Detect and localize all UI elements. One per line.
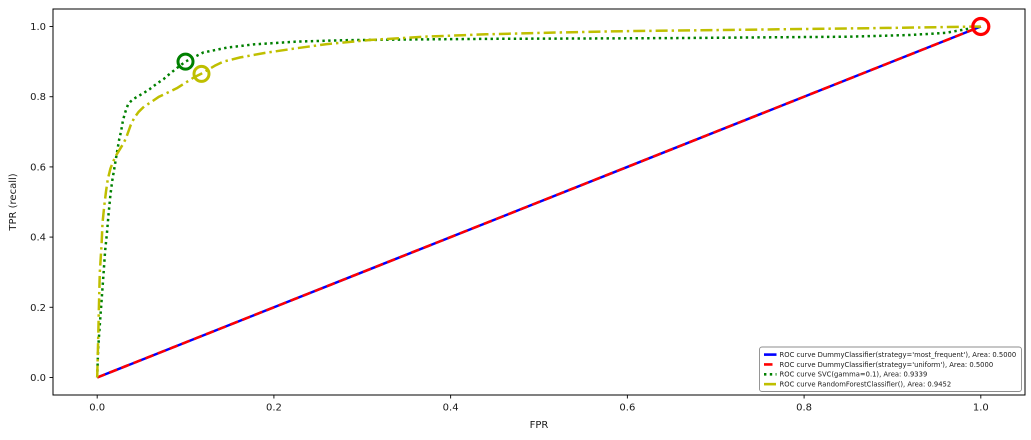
random-forest-operating-point-marker bbox=[192, 64, 211, 83]
dummy-operating-point-marker bbox=[971, 16, 991, 37]
svc-operating-point-marker bbox=[176, 52, 195, 71]
x-tick-label: 0.2 bbox=[266, 403, 282, 414]
ticks-layer: 0.0 0.2 0.4 0.6 0.8 1.0 0.0 0.2 0.4 0.6 0.8 1.0 bbox=[30, 22, 989, 413]
roc-curve-1 bbox=[96, 25, 982, 379]
x-axis-label: FPR bbox=[530, 420, 549, 431]
roc-curve-3 bbox=[95, 25, 981, 378]
legend-label-1: ROC curve DummyClassifier(strategy='unif… bbox=[780, 361, 994, 369]
y-tick-label: 0.2 bbox=[30, 303, 46, 314]
y-tick-label: 1.0 bbox=[30, 22, 46, 33]
y-axis-label: TPR (recall) bbox=[8, 173, 19, 231]
y-tick-label: 0.4 bbox=[30, 233, 46, 244]
x-tick-label: 0.0 bbox=[89, 403, 105, 414]
series-layer bbox=[95, 25, 982, 379]
y-tick-label: 0.6 bbox=[30, 162, 46, 173]
axes-frame bbox=[52, 8, 1026, 396]
x-tick-label: 0.6 bbox=[619, 403, 635, 414]
markers-layer bbox=[176, 16, 991, 83]
legend-label-2: ROC curve SVC(gamma=0.1), Area: 0.9339 bbox=[780, 371, 928, 379]
x-tick-label: 0.8 bbox=[796, 403, 812, 414]
legend-label-3: ROC curve RandomForestClassifier(), Area… bbox=[780, 381, 952, 389]
x-tick-label: 0.4 bbox=[443, 403, 459, 414]
y-tick-label: 0.8 bbox=[30, 92, 46, 103]
legend: ROC curve DummyClassifier(strategy='most… bbox=[759, 346, 1022, 392]
y-tick-label: 0.0 bbox=[30, 373, 46, 384]
legend-label-0: ROC curve DummyClassifier(strategy='most… bbox=[780, 351, 1017, 359]
roc-curve-2 bbox=[95, 25, 982, 378]
x-tick-label: 1.0 bbox=[973, 403, 989, 414]
legend-box bbox=[759, 346, 1022, 392]
